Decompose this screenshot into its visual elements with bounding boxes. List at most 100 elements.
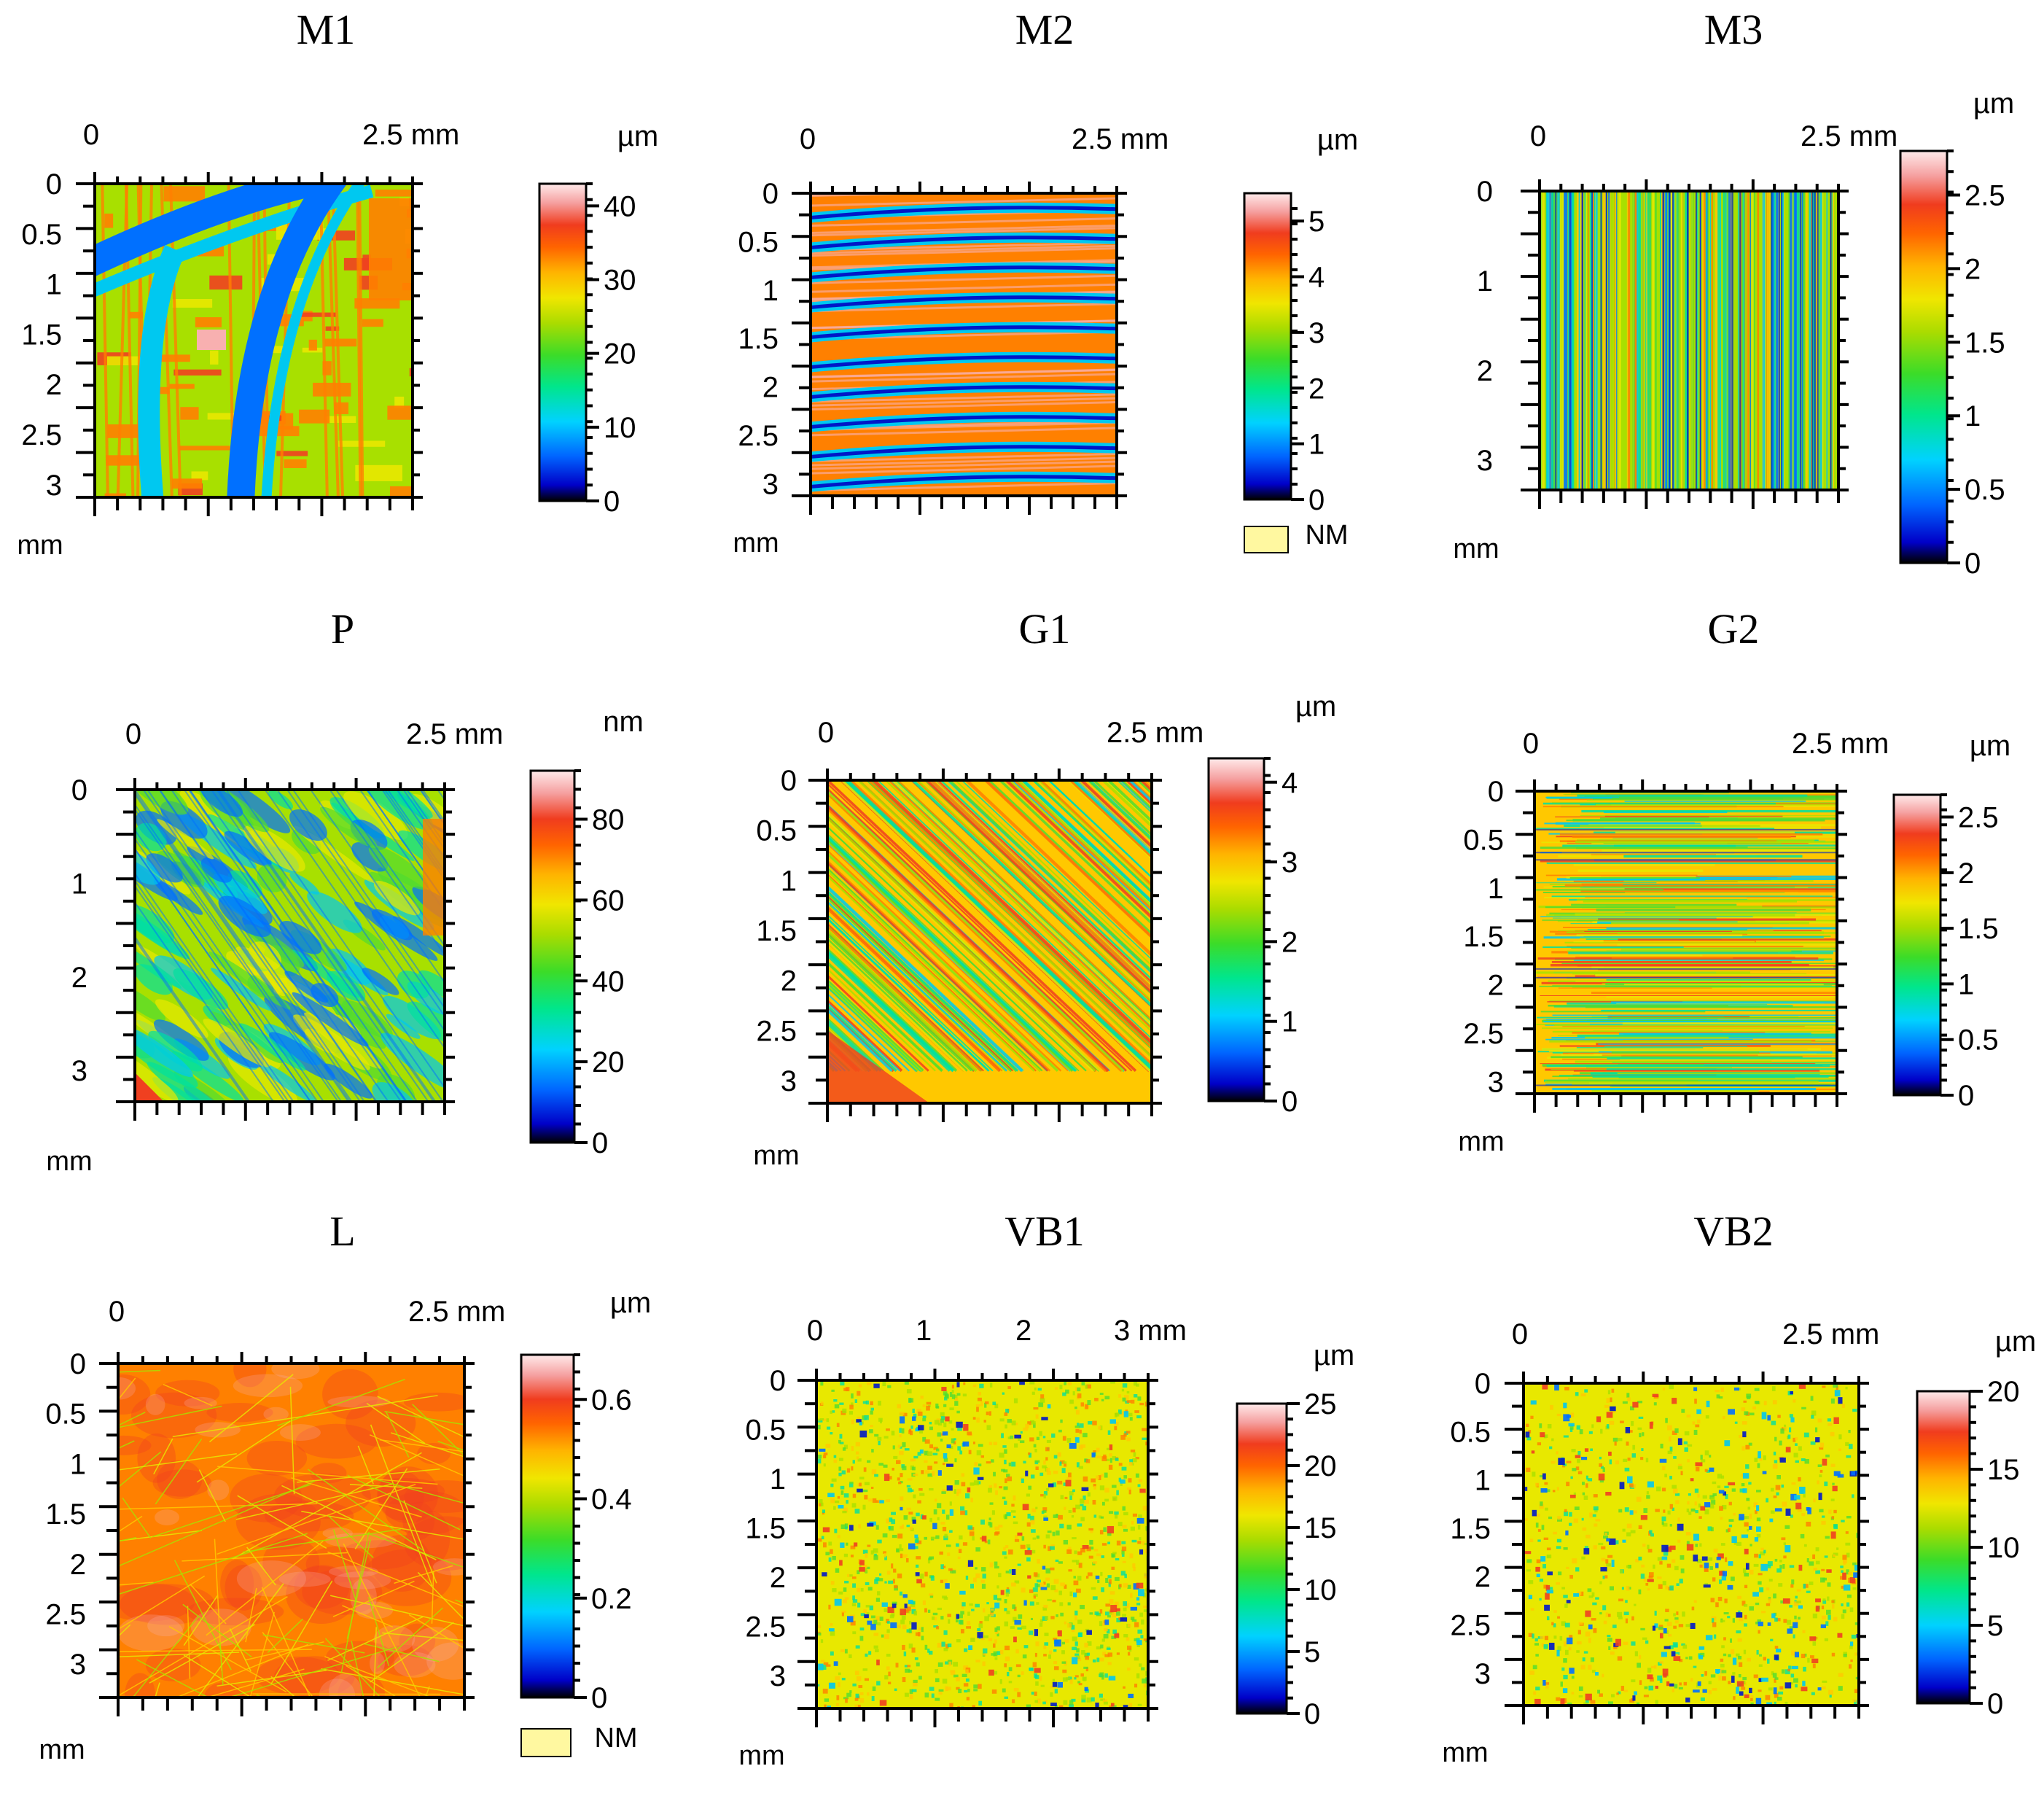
y-tick-label: 2.5 xyxy=(45,1599,86,1631)
x-tick-label: 0 xyxy=(1530,120,1546,152)
colorbar xyxy=(1892,793,1942,1097)
colorbar xyxy=(520,1353,575,1699)
y-tick-label: 3 xyxy=(1475,1658,1491,1690)
panel-title: G1 xyxy=(1019,605,1071,653)
panel-title: P xyxy=(331,605,354,653)
colorbar xyxy=(529,769,576,1144)
colorbar-tick-label: 25 xyxy=(1304,1388,1337,1420)
x-tick-label: 2.5 mm xyxy=(1792,728,1889,760)
y-tick-label: 1 xyxy=(70,1448,86,1480)
x-tick-label: 0 xyxy=(1512,1318,1528,1350)
x-tick-label: 2.5 mm xyxy=(1072,123,1169,155)
y-tick-label: 3 xyxy=(770,1660,786,1692)
y-tick-label: 0.5 xyxy=(1463,824,1504,856)
y-tick-label: 1 xyxy=(46,269,62,301)
nm-swatch xyxy=(520,1728,572,1757)
y-tick-label: 0 xyxy=(770,1365,786,1397)
y-tick-label: 2 xyxy=(781,965,797,997)
y-tick-label: 0 xyxy=(1488,776,1504,808)
nm-legend-label: NM xyxy=(594,1723,637,1754)
colorbar xyxy=(1207,757,1265,1102)
colorbar-tick-label: 1.5 xyxy=(1958,913,1999,945)
colorbar-unit: µm xyxy=(1314,1339,1354,1372)
surface-map-texture xyxy=(1540,191,1838,490)
colorbar xyxy=(1243,192,1292,501)
y-tick-label: 0 xyxy=(781,765,797,797)
y-axis-unit: mm xyxy=(1442,1738,1488,1768)
x-tick-label: 2.5 mm xyxy=(1801,120,1897,152)
panel-m1: M1 0 2.5 mm 0 0.5 1 1.5 2 2.5 3 mm 0 10 20 30 40 µm xyxy=(17,6,658,561)
colorbar-tick-label: 0.5 xyxy=(1958,1024,1999,1057)
y-tick-label: 0.5 xyxy=(1450,1416,1491,1448)
colorbar-tick-label: 1 xyxy=(1282,1006,1298,1038)
y-tick-label: 3 xyxy=(762,468,779,500)
colorbar-tick-label: 15 xyxy=(1304,1512,1337,1544)
x-tick-label: 0 xyxy=(807,1315,823,1347)
colorbar-tick-label: 1.5 xyxy=(1965,327,2005,359)
colorbar-unit: µm xyxy=(1995,1326,2036,1358)
colorbar xyxy=(1899,149,1949,564)
surface-map-texture xyxy=(95,184,413,497)
y-axis-unit: mm xyxy=(39,1735,85,1765)
colorbar-unit: µm xyxy=(1317,124,1358,156)
colorbar-tick-label: 60 xyxy=(592,884,625,917)
x-tick-label: 3 mm xyxy=(1114,1315,1187,1347)
colorbar-tick-label: 0 xyxy=(1965,548,1981,580)
colorbar-tick-label: 15 xyxy=(1987,1454,2020,1486)
y-tick-label: 2 xyxy=(1475,1561,1491,1593)
y-tick-label: 1.5 xyxy=(21,319,62,351)
y-tick-label: 1 xyxy=(781,865,797,897)
y-tick-label: 1 xyxy=(1488,873,1504,905)
y-axis-unit: mm xyxy=(1453,534,1499,564)
colorbar xyxy=(1236,1402,1288,1715)
panel-title: VB2 xyxy=(1693,1207,1774,1255)
colorbar-tick-label: 2.5 xyxy=(1958,802,1999,834)
colorbar-unit: µm xyxy=(1970,730,2010,762)
y-tick-label: 2 xyxy=(1488,970,1504,1002)
x-tick-label: 0 xyxy=(818,717,834,749)
y-axis-unit: mm xyxy=(17,530,63,561)
y-tick-label: 1 xyxy=(71,868,87,900)
y-axis-unit: mm xyxy=(1458,1127,1504,1157)
surface-map-texture xyxy=(135,790,445,1102)
panel-m3: M3 0 2.5 mm 0 1 2 3 mm 0 0.5 1 1.5 2 2.5 µm xyxy=(1453,6,2014,580)
colorbar-unit: µm xyxy=(1295,691,1336,723)
colorbar-tick-label: 0 xyxy=(1987,1688,2003,1720)
panel-m2: M2 0 2.5 mm 0 0.5 1 1.5 2 2.5 3 mm 0 1 2 3 4 5 µm NM xyxy=(733,6,1358,559)
y-tick-label: 3 xyxy=(71,1055,87,1087)
panel-g2: G2 0 2.5 mm 0 0.5 1 1.5 2 2.5 3 mm 0 0.5 1 1.5 2 2.5 µm xyxy=(1458,605,2010,1157)
colorbar-tick-label: 0.4 xyxy=(591,1484,632,1516)
y-tick-label: 2 xyxy=(71,962,87,994)
colorbar-unit: nm xyxy=(603,706,644,738)
colorbar-tick-label: 5 xyxy=(1308,206,1325,238)
colorbar-tick-label: 0 xyxy=(592,1127,608,1159)
surface-map-texture xyxy=(1534,791,1837,1094)
x-tick-label: 0 xyxy=(1523,728,1539,760)
y-tick-label: 2 xyxy=(46,369,62,401)
y-tick-label: 2 xyxy=(762,372,779,404)
panel-title: VB1 xyxy=(1005,1207,1085,1255)
y-tick-label: 2.5 xyxy=(21,419,62,451)
x-tick-label: 0 xyxy=(83,119,99,151)
colorbar-unit: µm xyxy=(610,1287,651,1319)
surface-map-texture xyxy=(811,193,1117,496)
y-tick-label: 3 xyxy=(781,1065,797,1097)
colorbar-tick-label: 10 xyxy=(604,412,636,444)
y-tick-label: 2 xyxy=(1477,355,1493,387)
y-tick-label: 2 xyxy=(70,1549,86,1581)
x-tick-label: 0 xyxy=(125,718,141,750)
panel-title: M2 xyxy=(1015,6,1074,53)
panel-title: L xyxy=(329,1207,355,1255)
surface-map-texture xyxy=(827,780,1152,1103)
panel-g1: G1 0 2.5 mm 0 0.5 1 1.5 2 2.5 3 mm 0 1 2 3 4 µm xyxy=(753,605,1336,1171)
x-tick-label: 2.5 mm xyxy=(362,119,459,151)
surface-map-texture xyxy=(118,1364,464,1697)
x-tick-label: 2 xyxy=(1015,1315,1031,1347)
x-tick-label: 0 xyxy=(109,1296,125,1328)
y-tick-label: 1.5 xyxy=(738,323,779,355)
y-tick-label: 0 xyxy=(762,178,779,210)
y-tick-label: 0.5 xyxy=(45,1399,86,1431)
colorbar-tick-label: 2 xyxy=(1958,857,1974,890)
colorbar-tick-label: 0 xyxy=(1958,1080,1974,1112)
